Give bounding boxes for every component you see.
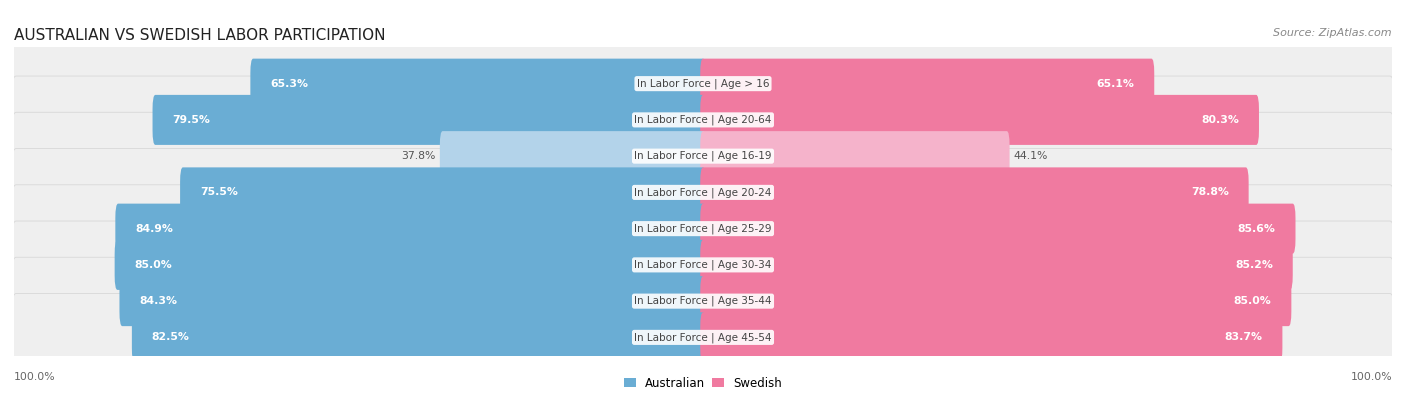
- Text: 44.1%: 44.1%: [1014, 151, 1047, 161]
- FancyBboxPatch shape: [132, 312, 706, 362]
- Text: In Labor Force | Age 25-29: In Labor Force | Age 25-29: [634, 224, 772, 234]
- FancyBboxPatch shape: [440, 131, 706, 181]
- Text: 84.9%: 84.9%: [135, 224, 173, 233]
- FancyBboxPatch shape: [250, 58, 706, 109]
- Text: 100.0%: 100.0%: [1350, 372, 1392, 382]
- Text: 75.5%: 75.5%: [200, 187, 238, 198]
- FancyBboxPatch shape: [11, 40, 1395, 128]
- FancyBboxPatch shape: [180, 167, 706, 217]
- FancyBboxPatch shape: [11, 221, 1395, 309]
- FancyBboxPatch shape: [115, 204, 706, 254]
- Text: 85.0%: 85.0%: [135, 260, 173, 270]
- Text: In Labor Force | Age 20-64: In Labor Force | Age 20-64: [634, 115, 772, 125]
- FancyBboxPatch shape: [11, 149, 1395, 236]
- FancyBboxPatch shape: [700, 276, 1291, 326]
- FancyBboxPatch shape: [700, 167, 1249, 217]
- FancyBboxPatch shape: [11, 76, 1395, 164]
- Text: 85.2%: 85.2%: [1234, 260, 1272, 270]
- FancyBboxPatch shape: [11, 112, 1395, 200]
- Legend: Australian, Swedish: Australian, Swedish: [624, 377, 782, 389]
- FancyBboxPatch shape: [152, 95, 706, 145]
- FancyBboxPatch shape: [700, 312, 1282, 362]
- FancyBboxPatch shape: [11, 293, 1395, 381]
- Text: 78.8%: 78.8%: [1191, 187, 1229, 198]
- FancyBboxPatch shape: [115, 240, 706, 290]
- FancyBboxPatch shape: [11, 257, 1395, 345]
- Text: 85.6%: 85.6%: [1237, 224, 1275, 233]
- Text: 65.1%: 65.1%: [1097, 79, 1135, 88]
- Text: 37.8%: 37.8%: [401, 151, 436, 161]
- FancyBboxPatch shape: [700, 240, 1292, 290]
- Text: In Labor Force | Age 16-19: In Labor Force | Age 16-19: [634, 151, 772, 162]
- FancyBboxPatch shape: [11, 185, 1395, 273]
- FancyBboxPatch shape: [120, 276, 706, 326]
- Text: 85.0%: 85.0%: [1233, 296, 1271, 306]
- Text: 100.0%: 100.0%: [14, 372, 56, 382]
- Text: In Labor Force | Age 45-54: In Labor Force | Age 45-54: [634, 332, 772, 342]
- Text: 79.5%: 79.5%: [173, 115, 211, 125]
- Text: 84.3%: 84.3%: [139, 296, 177, 306]
- Text: 83.7%: 83.7%: [1225, 332, 1263, 342]
- Text: Source: ZipAtlas.com: Source: ZipAtlas.com: [1274, 28, 1392, 38]
- FancyBboxPatch shape: [700, 95, 1258, 145]
- Text: 80.3%: 80.3%: [1201, 115, 1239, 125]
- Text: 65.3%: 65.3%: [270, 79, 308, 88]
- FancyBboxPatch shape: [700, 204, 1295, 254]
- Text: AUSTRALIAN VS SWEDISH LABOR PARTICIPATION: AUSTRALIAN VS SWEDISH LABOR PARTICIPATIO…: [14, 28, 385, 43]
- FancyBboxPatch shape: [700, 58, 1154, 109]
- Text: In Labor Force | Age 20-24: In Labor Force | Age 20-24: [634, 187, 772, 198]
- Text: In Labor Force | Age > 16: In Labor Force | Age > 16: [637, 78, 769, 89]
- FancyBboxPatch shape: [700, 131, 1010, 181]
- Text: 82.5%: 82.5%: [152, 332, 190, 342]
- Text: In Labor Force | Age 30-34: In Labor Force | Age 30-34: [634, 260, 772, 270]
- Text: In Labor Force | Age 35-44: In Labor Force | Age 35-44: [634, 296, 772, 307]
